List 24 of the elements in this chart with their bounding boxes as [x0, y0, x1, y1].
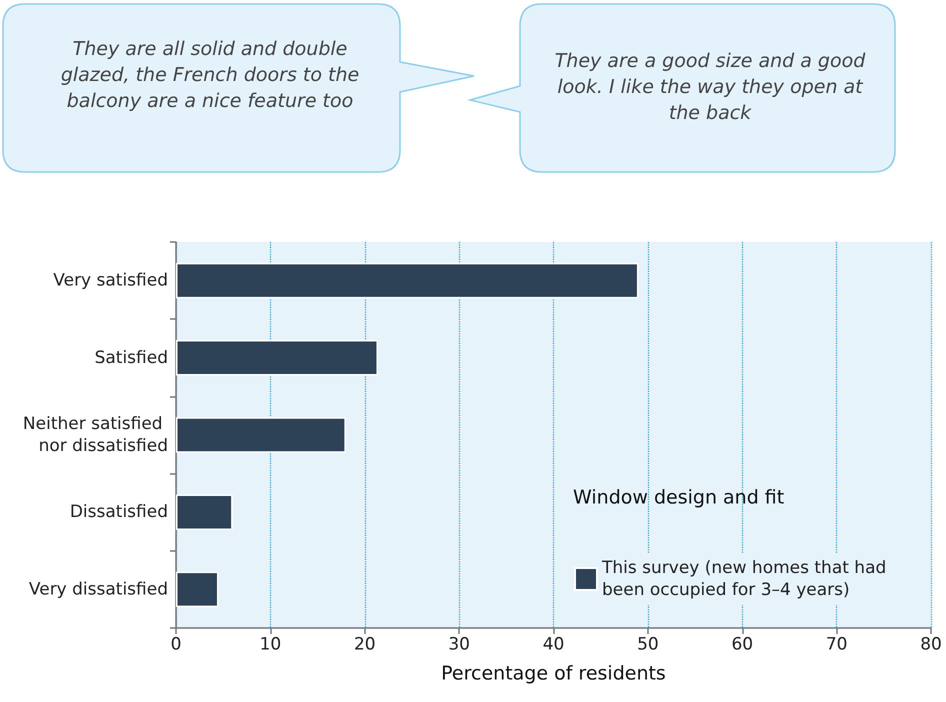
text: They are all solid and double glazed, the French doors to the balcony are a nice feature too: [60, 37, 360, 114]
x-tick-label: 80: [920, 634, 942, 654]
bar: [176, 494, 233, 530]
y-tick-label: Very dissatisfied: [28, 579, 168, 600]
bar: [176, 340, 378, 376]
x-tick-label: 70: [826, 634, 848, 654]
y-tick-label: Satisfied: [94, 348, 168, 368]
x-axis-title: Percentage of residents: [441, 662, 666, 684]
legend-title: Window design and fit: [573, 486, 784, 508]
x-tick-label: 60: [731, 634, 754, 654]
text: They are a good size and a good look. I like the way they open at the back: [554, 49, 866, 126]
x-tick-label: 0: [170, 634, 182, 654]
x-tick-label: 10: [260, 634, 282, 654]
x-tick-label: 50: [637, 634, 659, 654]
x-tick-label: 30: [448, 634, 470, 654]
bar: [176, 572, 218, 608]
bar: [176, 417, 346, 453]
y-tick-label: Neither satisfied nor dissatisfied: [22, 414, 168, 456]
x-tick-label: 20: [354, 634, 376, 654]
y-tick-label: Dissatisfied: [70, 502, 168, 522]
bar: [176, 262, 638, 298]
legend-label: This survey (new homes that had been occupied for 3–4 years): [601, 558, 892, 600]
x-tick-label: 40: [542, 634, 564, 654]
y-tick-label: Very satisfied: [53, 270, 168, 291]
